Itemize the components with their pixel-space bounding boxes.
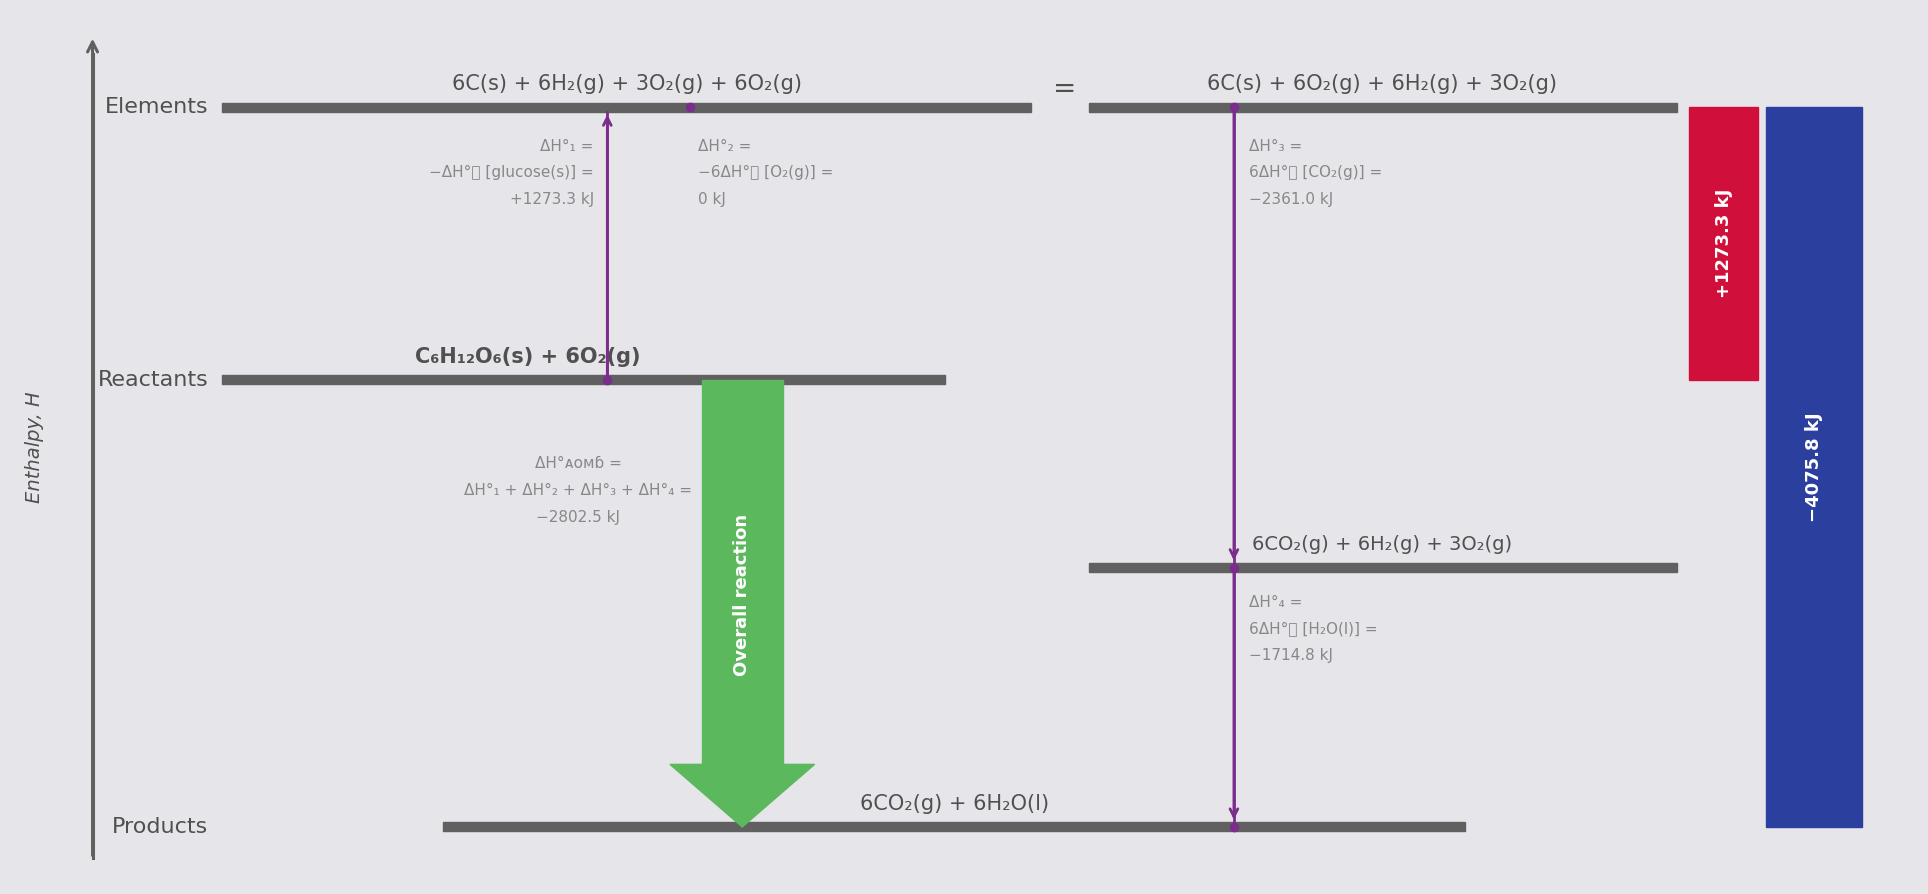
Text: ΔH°₃ =: ΔH°₃ = — [1249, 139, 1303, 154]
Text: =: = — [1053, 75, 1076, 104]
Bar — [222, 103, 1031, 112]
Bar — [443, 822, 1465, 831]
Text: −2802.5 kJ: −2802.5 kJ — [536, 510, 621, 525]
Text: 0 kJ: 0 kJ — [698, 192, 725, 207]
Text: Enthalpy, H: Enthalpy, H — [25, 392, 44, 502]
Bar — [1766, 107, 1862, 827]
Text: Reactants: Reactants — [98, 370, 208, 390]
Text: 6C(s) + 6H₂(g) + 3O₂(g) + 6O₂(g): 6C(s) + 6H₂(g) + 3O₂(g) + 6O₂(g) — [451, 74, 802, 94]
Text: −2361.0 kJ: −2361.0 kJ — [1249, 192, 1334, 207]
Text: −ΔH°⁦ [glucose(s)] =: −ΔH°⁦ [glucose(s)] = — [430, 165, 594, 181]
Text: ΔH°₁ =: ΔH°₁ = — [540, 139, 594, 154]
Text: C₆H₁₂O₆(s) + 6O₂(g): C₆H₁₂O₆(s) + 6O₂(g) — [415, 347, 640, 367]
Bar — [1689, 107, 1758, 380]
Text: −4075.8 kJ: −4075.8 kJ — [1805, 412, 1824, 522]
Bar — [702, 380, 783, 764]
Text: −6ΔH°⁦ [O₂(g)] =: −6ΔH°⁦ [O₂(g)] = — [698, 165, 833, 181]
Text: +1273.3 kJ: +1273.3 kJ — [509, 192, 594, 207]
Text: 6CO₂(g) + 6H₂(g) + 3O₂(g): 6CO₂(g) + 6H₂(g) + 3O₂(g) — [1253, 536, 1512, 554]
Text: ΔH°₁ + ΔH°₂ + ΔH°₃ + ΔH°₄ =: ΔH°₁ + ΔH°₂ + ΔH°₃ + ΔH°₄ = — [465, 483, 692, 498]
Text: 6ΔH°⁦ [CO₂(g)] =: 6ΔH°⁦ [CO₂(g)] = — [1249, 165, 1382, 181]
Text: 6C(s) + 6O₂(g) + 6H₂(g) + 3O₂(g): 6C(s) + 6O₂(g) + 6H₂(g) + 3O₂(g) — [1207, 74, 1558, 94]
Text: Overall reaction: Overall reaction — [733, 513, 752, 676]
Bar — [222, 375, 945, 384]
Text: −1714.8 kJ: −1714.8 kJ — [1249, 648, 1334, 663]
Text: Products: Products — [112, 817, 208, 837]
Text: 6CO₂(g) + 6H₂O(l): 6CO₂(g) + 6H₂O(l) — [860, 794, 1049, 814]
Bar — [1089, 563, 1677, 572]
Text: ΔH°₂ =: ΔH°₂ = — [698, 139, 752, 154]
Text: Elements: Elements — [104, 97, 208, 117]
Text: ΔH°ᴀᴏᴍɓ =: ΔH°ᴀᴏᴍɓ = — [534, 456, 623, 471]
Bar — [1089, 103, 1677, 112]
Polygon shape — [671, 764, 814, 827]
Text: +1273.3 kJ: +1273.3 kJ — [1714, 189, 1733, 299]
Text: ΔH°₄ =: ΔH°₄ = — [1249, 595, 1303, 610]
Text: 6ΔH°⁦ [H₂O(l)] =: 6ΔH°⁦ [H₂O(l)] = — [1249, 621, 1379, 637]
